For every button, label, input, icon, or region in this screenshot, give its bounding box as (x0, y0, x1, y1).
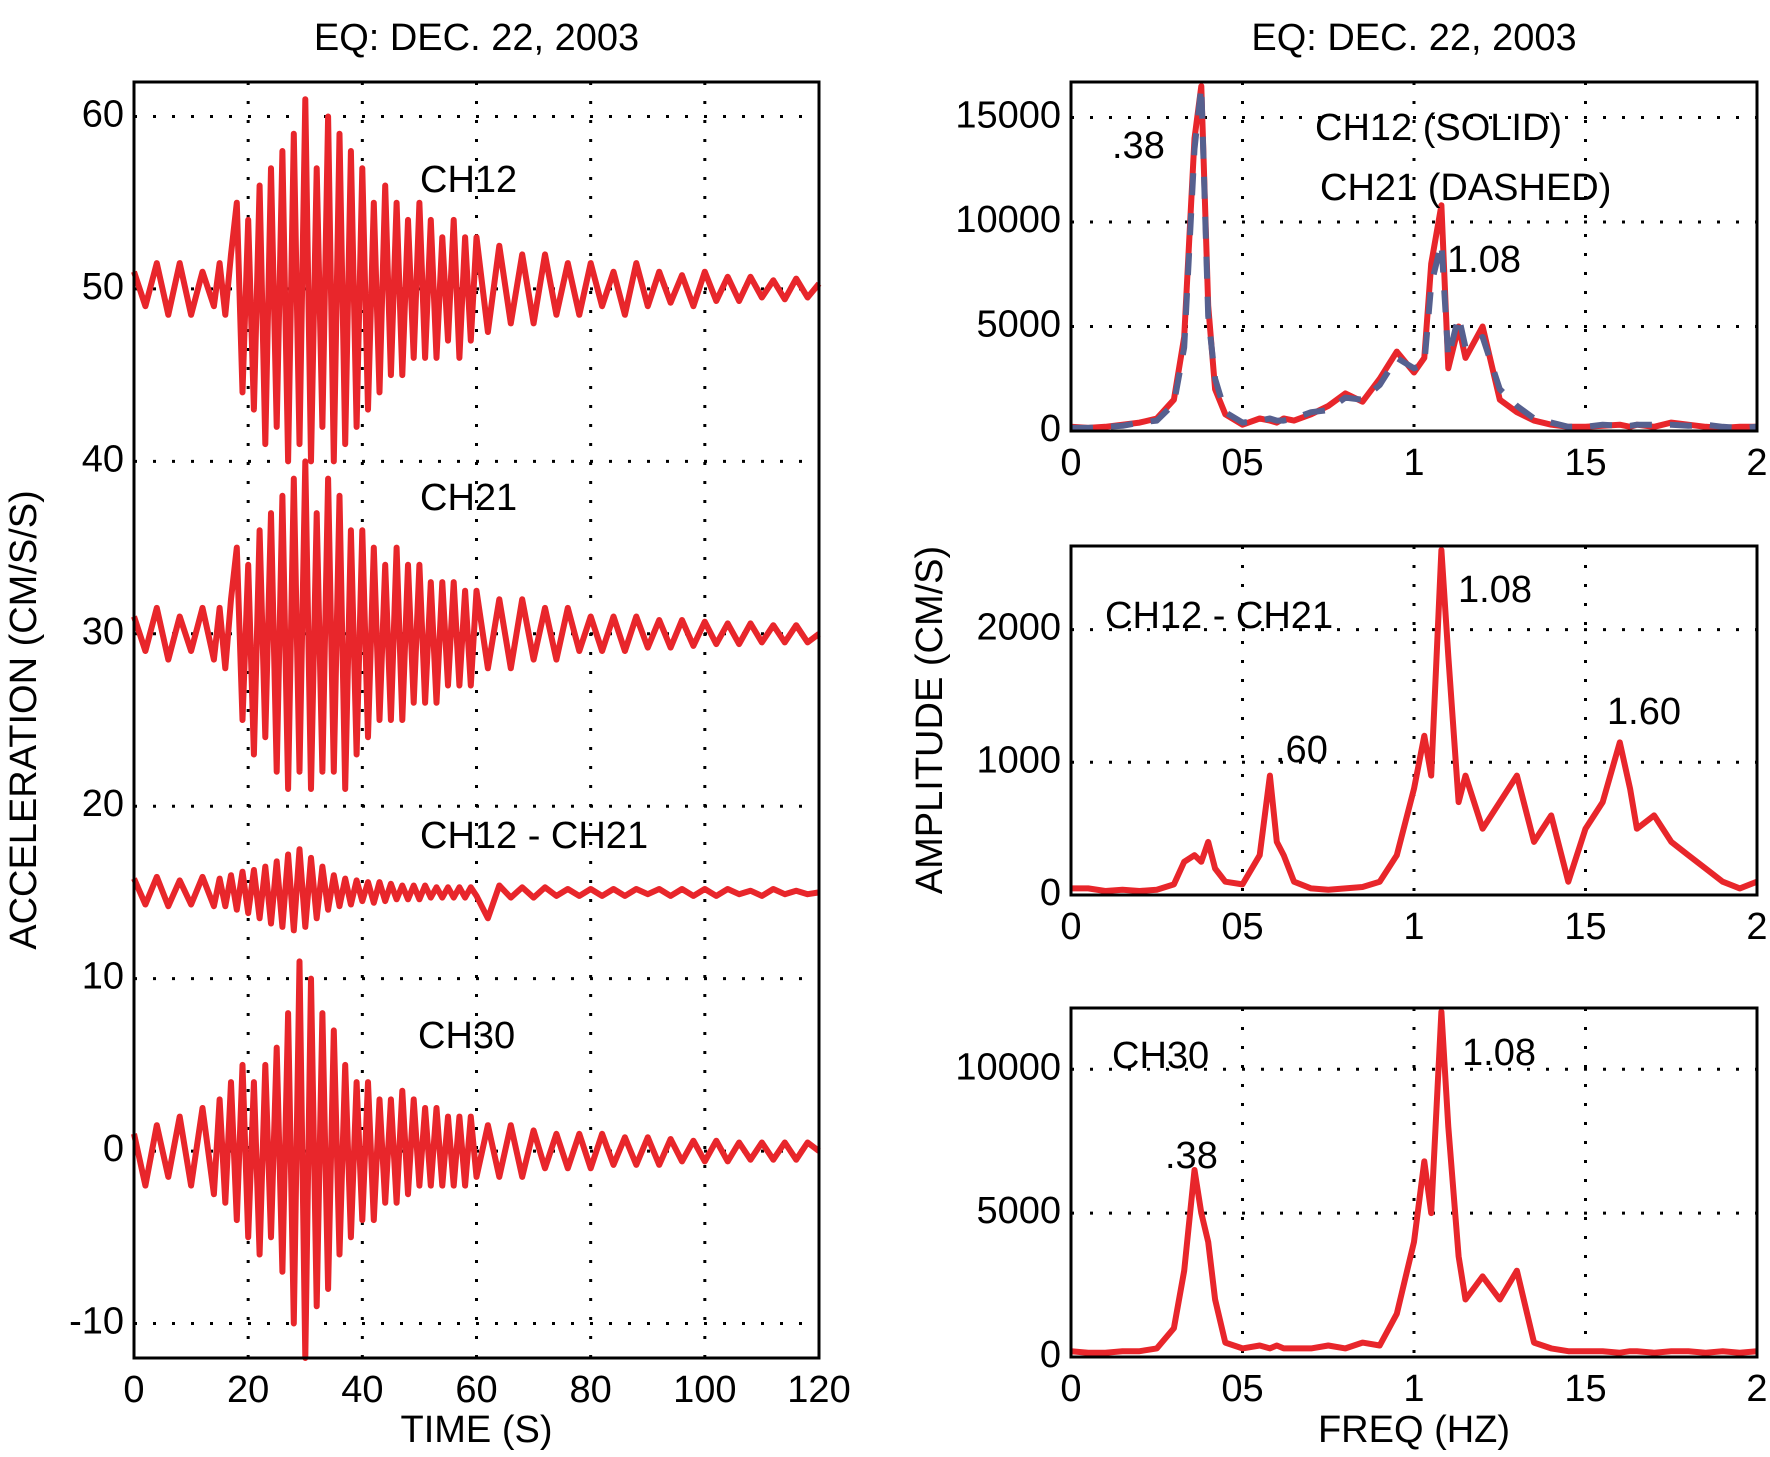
x-tick-label: 05 (1221, 1368, 1263, 1410)
x-tick-label: 2 (1746, 906, 1767, 948)
annotation: .38 (1165, 1135, 1218, 1177)
x-tick-label: 2 (1746, 1368, 1767, 1410)
plot-frame (1069, 544, 1759, 897)
series-label: CH12 (SOLID) (1315, 107, 1562, 149)
y-tick-label: 10000 (955, 199, 1061, 241)
series-label: CH30 (418, 1015, 515, 1057)
plot-frame (1069, 1006, 1759, 1359)
y-axis-label: AMPLITUDE (CM/S) (909, 546, 951, 894)
x-axis-label: FREQ (HZ) (1318, 1409, 1510, 1451)
annotation: 1.60 (1607, 691, 1681, 733)
y-tick-label: 50 (82, 266, 124, 308)
y-tick-label: 10000 (955, 1046, 1061, 1088)
x-tick-label: 1 (1403, 906, 1424, 948)
annotation: .60 (1275, 729, 1328, 771)
x-tick-label: 05 (1221, 442, 1263, 484)
y-tick-label: 2000 (976, 607, 1061, 649)
annotation: 1.08 (1458, 569, 1532, 611)
series-line (1071, 83, 1758, 431)
y-tick-label: -10 (69, 1301, 124, 1343)
series-line (131, 96, 822, 465)
series-line (131, 958, 821, 1361)
y-tick-label: 0 (103, 1128, 124, 1170)
annotation: .38 (1112, 125, 1165, 167)
series-line (131, 846, 820, 934)
y-tick-label: 15000 (955, 95, 1061, 137)
y-tick-label: 0 (1040, 872, 1061, 914)
x-tick-label: 100 (673, 1369, 736, 1411)
y-tick-label: 5000 (976, 304, 1061, 346)
series-label: CH12 - CH21 (420, 815, 648, 857)
x-tick-label: 20 (227, 1369, 269, 1411)
annotation: 1.08 (1462, 1032, 1536, 1074)
chart-title: EQ: DEC. 22, 2003 (1251, 17, 1576, 59)
y-tick-label: 1000 (976, 739, 1061, 781)
x-tick-label: 15 (1564, 906, 1606, 948)
series-line (131, 458, 821, 792)
x-tick-label: 1 (1403, 1368, 1424, 1410)
x-tick-label: 40 (341, 1369, 383, 1411)
series-label: CH21 (DASHED) (1320, 167, 1611, 209)
x-tick-label: 15 (1564, 1368, 1606, 1410)
x-axis-label: TIME (S) (401, 1409, 553, 1451)
y-tick-label: 10 (82, 956, 124, 998)
x-tick-label: 0 (123, 1369, 144, 1411)
y-tick-label: 0 (1040, 408, 1061, 450)
x-tick-label: 15 (1564, 442, 1606, 484)
plot-frame (132, 80, 821, 1360)
x-tick-label: 60 (455, 1369, 497, 1411)
series-label: CH30 (1112, 1035, 1209, 1077)
chart-title: EQ: DEC. 22, 2003 (314, 17, 639, 59)
x-tick-label: 0 (1060, 906, 1081, 948)
y-tick-label: 40 (82, 438, 124, 480)
x-tick-label: 05 (1221, 906, 1263, 948)
annotation: 1.08 (1447, 239, 1521, 281)
y-tick-label: 30 (82, 611, 124, 653)
series-line (1071, 547, 1759, 894)
x-tick-label: 1 (1403, 442, 1424, 484)
x-tick-label: 0 (1060, 442, 1081, 484)
y-tick-label: 60 (82, 94, 124, 136)
series-label: CH12 - CH21 (1105, 595, 1333, 637)
y-tick-label: 0 (1040, 1334, 1061, 1376)
x-tick-label: 2 (1746, 442, 1767, 484)
x-tick-label: 0 (1060, 1368, 1081, 1410)
x-tick-label: 120 (787, 1369, 850, 1411)
series-label: CH12 (420, 159, 517, 201)
series-label: CH21 (420, 477, 517, 519)
y-tick-label: 20 (82, 783, 124, 825)
y-tick-label: 5000 (976, 1190, 1061, 1232)
plot-frame (1069, 80, 1759, 433)
y-axis-label: ACCELERATION (CM/S/S) (3, 490, 45, 950)
series-line (1070, 1008, 1758, 1356)
x-tick-label: 80 (570, 1369, 612, 1411)
